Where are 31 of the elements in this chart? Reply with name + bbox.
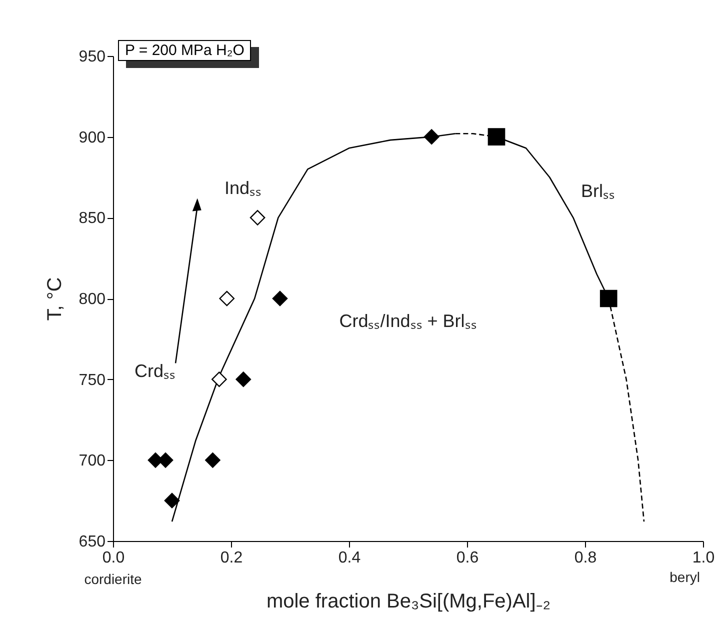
- x-tick-label: 0.4: [338, 550, 361, 566]
- point: [272, 290, 288, 306]
- point: [164, 492, 180, 508]
- point: [236, 372, 252, 388]
- y-tick-label: 650: [78, 534, 106, 550]
- point: [600, 290, 618, 308]
- annotation: Crdₛₛ/Indₛₛ + Brlₛₛ: [339, 311, 477, 331]
- annotation: Brlₛₛ: [581, 181, 615, 201]
- y-tick-label: 750: [78, 372, 106, 389]
- x-tick-label: 0.2: [220, 550, 243, 566]
- point: [212, 372, 227, 388]
- x-tick-label: 1.0: [692, 550, 715, 566]
- text: cordierite: [84, 571, 142, 587]
- y-tick-label: 850: [78, 210, 106, 228]
- x-tick-label: 0.0: [102, 550, 125, 566]
- y-tick-label: 800: [78, 291, 106, 308]
- annotation: Crdₛₛ: [134, 361, 176, 381]
- point: [250, 210, 266, 226]
- point: [424, 129, 440, 145]
- x-tick-label: 0.6: [456, 550, 479, 566]
- y-tick-label: 950: [78, 48, 106, 66]
- y-axis-title: T, °C: [44, 277, 66, 321]
- y-tick-label: 900: [78, 129, 106, 146]
- x-tick-label: 0.8: [574, 550, 597, 566]
- x-axis-title: mole fraction Be₃Si[(Mg,Fe)Al]₋₂: [266, 590, 551, 612]
- y-tick-label: 700: [78, 452, 106, 470]
- point: [488, 128, 506, 146]
- point: [219, 290, 235, 306]
- point: [205, 452, 220, 468]
- annotation: Indₛₛ: [224, 178, 262, 198]
- text: beryl: [670, 569, 700, 585]
